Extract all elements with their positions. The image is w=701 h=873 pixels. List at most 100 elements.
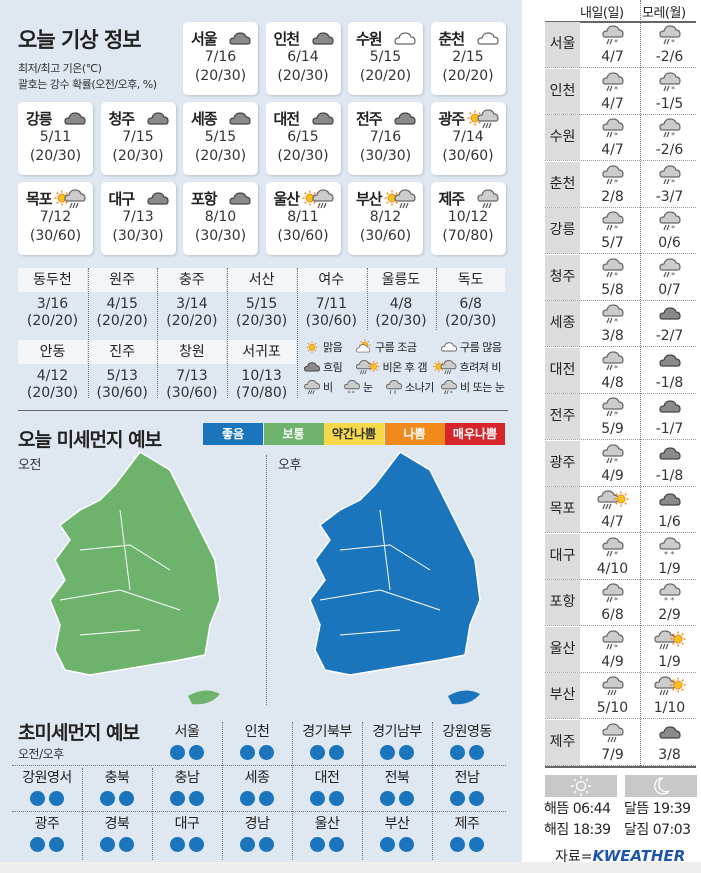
city-prob: (30/60) [277, 228, 329, 244]
column-divider [152, 768, 153, 860]
dayafter-temp: -1/7 [655, 421, 684, 437]
tomorrow-temp: 4/7 [601, 49, 624, 65]
city-prob: (30/30) [194, 228, 247, 244]
legend-item: 흐림 [303, 359, 343, 376]
city-temp: 8/12 [369, 209, 402, 225]
pm-dot [469, 745, 484, 760]
svg-text:*: * [614, 643, 618, 651]
legend-label: 흐려져 비 [459, 361, 502, 375]
snow-icon: * * [344, 380, 360, 396]
svg-text:*: * [671, 271, 675, 279]
dayafter-temp: 1/6 [658, 514, 681, 530]
svg-text:*: * [614, 178, 618, 186]
forecast-city: 서울 [545, 22, 580, 67]
svg-text:*: * [614, 364, 618, 372]
pm-dot [119, 791, 134, 806]
legend-item: 소나기 [385, 379, 434, 396]
small-city-temp: 10/13 [241, 368, 282, 384]
city-name: 전주 [356, 110, 383, 128]
pm-dot [189, 837, 204, 852]
forecast-row: 대전 * 4/8 -1/8 [545, 347, 696, 394]
city-prob: (30/60) [29, 228, 82, 244]
rain-icon [601, 676, 624, 696]
pm-dot [469, 837, 484, 852]
forecast-row: 서울 * 4/7 * -2/6 [545, 22, 696, 68]
small-city-prob: (30/60) [96, 385, 148, 401]
region-name: 대전 [314, 770, 340, 786]
rain-snow-icon: * [441, 380, 457, 396]
small-city-prob: (20/30) [235, 313, 288, 329]
small-city-prob: (20/20) [96, 313, 148, 329]
rain-sun-icon [356, 360, 380, 375]
forecast-city: 대전 [545, 347, 580, 393]
small-city-temp: 4/12 [36, 368, 69, 384]
cloud-dark-icon [658, 725, 681, 739]
forecast-col-dayafter: 모레(월) [642, 6, 686, 21]
source-credit: 자료= KWEATHER [555, 846, 685, 866]
rain-snow-icon: * [601, 304, 624, 326]
pm-dot [189, 745, 204, 760]
forecast-city: 울산 [545, 626, 580, 672]
region-name: 전북 [384, 770, 410, 786]
svg-text:*: * [671, 85, 675, 93]
cloud-dark-icon [658, 400, 681, 413]
temp-caption: 최저/최고 기온(℃) [18, 62, 102, 75]
legend-item: 구름 조금 [355, 339, 417, 356]
shower-icon [386, 380, 402, 395]
svg-text:*: * [450, 390, 453, 396]
small-city-name: 안동 [18, 340, 87, 364]
svg-text:*: * [614, 457, 618, 465]
rain-snow-icon: * [601, 536, 624, 559]
jeju-island-pm [448, 690, 480, 705]
dust-level-0: 좋음 [203, 423, 263, 445]
dust-level-3: 나쁨 [384, 423, 445, 445]
city-temp: 10/12 [447, 209, 489, 225]
legend-label: 비 또는 눈 [460, 381, 505, 395]
sun-icon [306, 341, 318, 353]
pm-dot [189, 791, 204, 806]
forecast-row: 부산 5/10 1/10 [545, 673, 696, 719]
ultrafine-subtitle: 오전/오후 [18, 747, 64, 761]
svg-text:*: * [671, 131, 675, 139]
svg-text:* *: * * [664, 550, 675, 558]
tomorrow-temp: 4/8 [601, 374, 624, 391]
region-name: 서울 [174, 724, 200, 740]
snow-icon: * * [658, 536, 681, 559]
small-city-name: 창원 [157, 340, 227, 364]
ultrafine-region: 대전 [292, 768, 362, 806]
korea-map-pm [309, 451, 481, 676]
cloud-dark-icon [304, 362, 320, 372]
rain-icon [476, 189, 499, 209]
svg-text:*: * [614, 85, 618, 93]
tomorrow-temp: 3/8 [601, 328, 624, 344]
small-city: 창원 7/13 (30/60) [157, 340, 227, 402]
rain-snow-icon: * [601, 257, 624, 280]
ultrafine-region: 강원영서 [12, 768, 82, 806]
am-dot [100, 791, 115, 806]
forecast-row: 대구 * 4/10 * * 1/9 [545, 533, 696, 580]
column-divider [87, 268, 89, 398]
small-city-temp: 7/13 [176, 368, 208, 384]
prob-caption: 괄호는 강수 확률(오전/오후, %) [18, 78, 157, 91]
ultrafine-region: 경남 [222, 814, 292, 852]
city-card: 전주 7/16 (30/30) [348, 102, 423, 175]
city-prob: (30/60) [359, 228, 412, 244]
forecast-row: 강릉 * 5/7 * 0/6 [545, 208, 696, 254]
cloud-dark-icon [658, 493, 681, 506]
column-divider [227, 268, 229, 398]
ultrafine-region: 서울 [152, 722, 222, 760]
dust-map-am [49, 451, 221, 705]
am-dot [450, 791, 465, 806]
tomorrow-temp: 7/9 [601, 746, 624, 763]
legend-label: 비온 후 갬 [382, 361, 428, 375]
ultrafine-region: 경기남부 [362, 722, 432, 760]
svg-text:*: * [614, 131, 618, 139]
svg-text:*: * [614, 38, 618, 46]
pm-dot [119, 837, 134, 852]
legend-item: 맑음 [303, 339, 343, 356]
pm-dot [329, 745, 344, 760]
svg-text:*: * [671, 178, 675, 186]
svg-text:*: * [614, 317, 618, 325]
sun-rain-icon [302, 189, 334, 209]
city-name: 광주 [438, 110, 466, 128]
